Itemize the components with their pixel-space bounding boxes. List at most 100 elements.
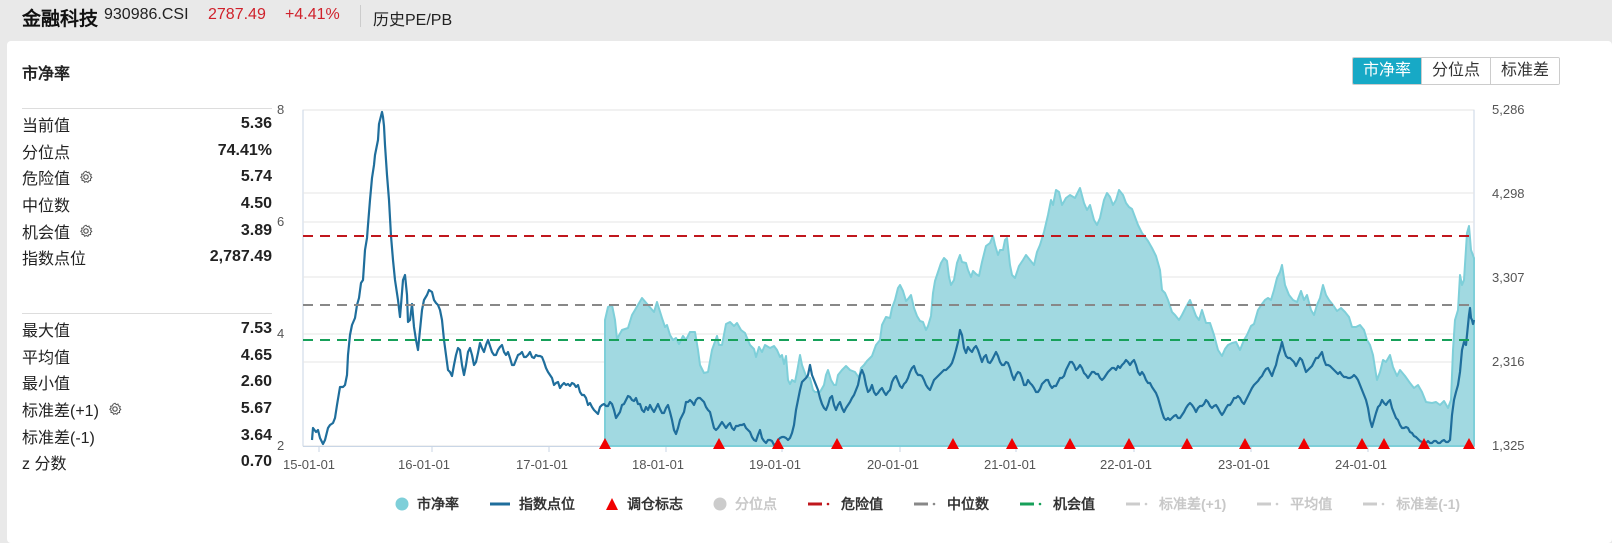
- legend-rebalance[interactable]: 调仓标志: [605, 494, 683, 514]
- x-tick: 17-01-01: [516, 457, 569, 472]
- rebalance-marker: [947, 438, 959, 449]
- stat-label: 最小值: [22, 376, 71, 394]
- rebalance-marker: [1123, 438, 1135, 449]
- line-icon: [490, 502, 510, 506]
- legend-label: 指数点位: [519, 496, 575, 512]
- legend-label: 机会值: [1053, 496, 1095, 512]
- stat-row-std-plus: 标准差(+1) 5.67: [22, 396, 272, 423]
- y-left-tick: 6: [277, 214, 285, 229]
- legend-label: 分位点: [735, 496, 777, 512]
- rebalance-marker: [1298, 438, 1310, 449]
- y-right-tick: 5,286: [1492, 102, 1525, 117]
- stats-distribution: 最大值 7.53 平均值 4.65 最小值 2.60 标准差(+1) 5.67 标准差(…: [22, 313, 272, 476]
- triangle-icon: [606, 498, 618, 510]
- legend-median[interactable]: 中位数: [913, 494, 989, 514]
- gear-icon[interactable]: [108, 402, 122, 416]
- stat-value: 4.65: [240, 346, 272, 364]
- legend-label: 平均值: [1290, 496, 1333, 512]
- stat-label: 当前值: [22, 118, 71, 136]
- rebalance-marker: [1239, 438, 1251, 449]
- stat-label: 危险值: [22, 171, 71, 189]
- rebalance-marker: [1378, 438, 1390, 449]
- toggle-percentile[interactable]: 分位点: [1421, 58, 1491, 84]
- x-tick: 21-01-01: [984, 457, 1037, 472]
- toggle-stddev[interactable]: 标准差: [1490, 58, 1560, 84]
- legend-std-plus[interactable]: 标准差(+1): [1125, 494, 1226, 514]
- x-tick: 15-01-01: [283, 457, 336, 472]
- stat-label: 指数点位: [22, 251, 87, 269]
- stat-value: 74.41%: [217, 141, 272, 159]
- toggle-pb[interactable]: 市净率: [1353, 58, 1422, 84]
- circle-icon: [395, 497, 409, 511]
- x-tick: 22-01-01: [1100, 457, 1153, 472]
- stat-row-std-minus: 标准差(-1) 3.64: [22, 422, 272, 449]
- divider: [22, 108, 272, 109]
- stat-row-index-level: 指数点位 2,787.49: [22, 244, 272, 271]
- rebalance-marker: [772, 438, 784, 449]
- divider: [22, 313, 272, 314]
- stat-row-max: 最大值 7.53: [22, 316, 272, 343]
- legend-label: 调仓标志: [627, 496, 683, 512]
- stat-row-opportunity: 机会值 3.89: [22, 217, 272, 244]
- legend-percentile[interactable]: 分位点: [713, 494, 777, 514]
- stat-label: 平均值: [22, 349, 71, 367]
- stat-label: 机会值: [22, 224, 71, 242]
- dash-icon: [1126, 502, 1148, 506]
- rebalance-markers: [599, 438, 1475, 449]
- stat-row-danger: 危险值 5.74: [22, 164, 272, 191]
- y-left-tick: 2: [277, 438, 285, 453]
- x-tick: 24-01-01: [1335, 457, 1388, 472]
- y-right-tick: 4,298: [1492, 186, 1525, 201]
- index-change-pct: +4.41%: [285, 6, 340, 23]
- x-tick: 19-01-01: [749, 457, 802, 472]
- rebalance-marker: [713, 438, 725, 449]
- rebalance-marker: [1064, 438, 1076, 449]
- stat-row-median: 中位数 4.50: [22, 191, 272, 218]
- stat-label: z 分数: [22, 456, 67, 474]
- y-left-tick: 8: [277, 102, 285, 117]
- stats-current: 当前值 5.36 分位点 74.41% 危险值 5.74 中位数 4.50 机会值 3.8…: [22, 108, 272, 271]
- stat-value: 2,787.49: [209, 248, 272, 266]
- y-left-tick: 4: [277, 326, 285, 341]
- legend-std-minus[interactable]: 标准差(-1): [1362, 494, 1460, 514]
- metric-toggle: 市净率 分位点 标准差: [1352, 57, 1561, 85]
- x-tick: 18-01-01: [632, 457, 685, 472]
- legend-label: 危险值: [841, 496, 883, 512]
- stat-row-min: 最小值 2.60: [22, 369, 272, 396]
- stat-row-mean: 平均值 4.65: [22, 343, 272, 370]
- legend-opportunity[interactable]: 机会值: [1019, 494, 1095, 514]
- gear-icon[interactable]: [79, 170, 93, 184]
- stat-label: 最大值: [22, 323, 71, 341]
- dash-icon: [808, 502, 830, 506]
- valuation-card: [7, 41, 1612, 543]
- legend-index-level[interactable]: 指数点位: [489, 494, 575, 514]
- rebalance-marker: [1356, 438, 1368, 449]
- legend-label: 中位数: [947, 496, 989, 512]
- gear-icon[interactable]: [79, 224, 93, 238]
- legend-mean[interactable]: 平均值: [1256, 494, 1332, 514]
- index-price: 2787.49: [208, 6, 266, 23]
- legend-danger[interactable]: 危险值: [807, 494, 883, 514]
- dash-icon: [1020, 502, 1042, 506]
- legend-pb[interactable]: 市净率: [395, 494, 459, 514]
- stat-label: 标准差(+1): [22, 403, 99, 421]
- stat-value: 5.67: [240, 400, 272, 418]
- index-name: 金融科技: [22, 9, 99, 30]
- rebalance-marker: [1418, 438, 1430, 449]
- x-tick: 20-01-01: [867, 457, 920, 472]
- stat-value: 4.50: [240, 195, 272, 213]
- legend-label: 标准差(-1): [1396, 496, 1461, 512]
- stat-value: 5.74: [240, 168, 272, 186]
- dash-icon: [914, 502, 936, 506]
- x-tick: 23-01-01: [1218, 457, 1271, 472]
- rebalance-marker: [1181, 438, 1193, 449]
- y-right-tick: 2,316: [1492, 354, 1525, 369]
- chart-legend: 市净率 指数点位 调仓标志 分位点 危险值 中位数 机会值 标准差(+1) 平均…: [395, 494, 1490, 514]
- stat-label: 分位点: [22, 144, 71, 162]
- stat-value: 0.70: [240, 453, 272, 471]
- rebalance-marker: [1463, 438, 1475, 449]
- view-label[interactable]: 历史PE/PB: [373, 12, 453, 29]
- rebalance-marker: [831, 438, 843, 449]
- panel-title: 市净率: [22, 66, 71, 83]
